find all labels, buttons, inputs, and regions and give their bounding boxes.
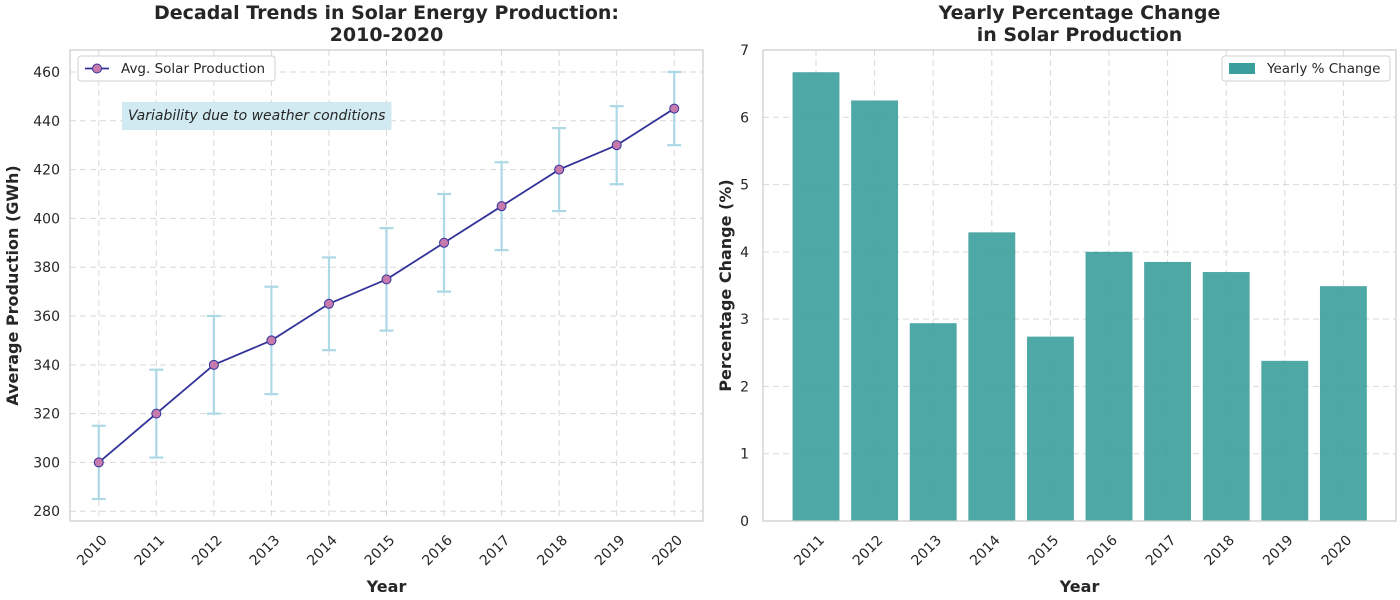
line-chart: Decadal Trends in Solar Energy Productio… [3, 2, 704, 596]
line-chart-legend: Avg. Solar Production [77, 55, 276, 82]
legend-label: Avg. Solar Production [121, 61, 265, 77]
x-tick-label: 2018 [534, 533, 571, 570]
bar [968, 232, 1016, 521]
data-point [496, 201, 507, 212]
y-tick-label: 4 [740, 245, 749, 261]
bar-chart-y-label: Percentage Change (%) [716, 179, 735, 391]
bar [1144, 261, 1192, 521]
y-tick-label: 380 [33, 260, 60, 276]
x-tick-label: 2014 [304, 532, 341, 569]
x-tick-label: 2016 [1084, 532, 1121, 569]
y-tick-label: 6 [740, 110, 749, 126]
x-tick-label: 2017 [477, 533, 514, 570]
title-line: in Solar Production [977, 24, 1183, 46]
legend-marker-swatch [92, 63, 102, 74]
bar [909, 323, 957, 521]
y-tick-label: 7 [740, 43, 749, 59]
x-tick-label: 2020 [1319, 533, 1356, 570]
x-tick-label: 2018 [1202, 533, 1239, 570]
y-tick-label: 300 [33, 455, 60, 471]
data-point [208, 359, 219, 370]
y-tick-label: 320 [33, 407, 60, 423]
x-tick-label: 2020 [650, 533, 687, 570]
bar-chart-legend: Yearly % Change [1221, 55, 1391, 82]
bar [1202, 272, 1250, 521]
bar [1085, 251, 1133, 521]
legend-bar-swatch [1229, 63, 1255, 74]
bar [851, 100, 899, 521]
legend-label: Yearly % Change [1266, 61, 1380, 77]
x-tick-label: 2014 [967, 532, 1004, 569]
x-tick-label: 2016 [419, 532, 456, 569]
title-line: 2010-2020 [330, 24, 444, 46]
data-point [381, 274, 392, 285]
y-tick-label: 1 [740, 447, 749, 463]
bar [1261, 360, 1309, 521]
title-line: Yearly Percentage Change [938, 2, 1221, 24]
y-tick-label: 400 [33, 211, 60, 227]
annotation-box [122, 102, 392, 130]
bar-chart-frame [762, 49, 1397, 522]
y-tick-label: 440 [33, 114, 60, 130]
bar-chart-x-label: Year [1059, 577, 1100, 596]
bar [1026, 336, 1074, 521]
y-tick-label: 3 [740, 312, 749, 328]
x-tick-label: 2015 [1026, 533, 1063, 570]
y-tick-label: 420 [33, 163, 60, 179]
line-chart-points [93, 103, 680, 468]
y-tick-label: 2 [740, 379, 749, 395]
y-tick-label: 5 [740, 178, 749, 194]
data-point [611, 140, 622, 151]
data-point [439, 237, 450, 248]
data-point [93, 457, 104, 468]
y-tick-label: 360 [33, 309, 60, 325]
bar-chart: Yearly Percentage Change in Solar Product… [716, 2, 1397, 596]
legend-box [77, 55, 276, 82]
y-tick-label: 280 [33, 504, 60, 520]
bar-chart-x-ticks: 2011 2012 2013 2014 2015 2016 2017 2018 2019 2020 [791, 532, 1355, 569]
x-tick-label: 2019 [592, 533, 629, 570]
x-tick-label: 2011 [132, 533, 169, 570]
annotation: Variability due to weather conditions [122, 102, 392, 130]
line-chart-title: Decadal Trends in Solar Energy Productio… [154, 2, 619, 46]
data-point [266, 335, 277, 346]
line-chart-y-ticks: 280 300 320 340 360 380 400 420 440 460 [33, 65, 60, 520]
x-tick-label: 2012 [189, 533, 226, 570]
line-chart-x-ticks: 2010 2011 2012 2013 2014 2015 2016 2017 2018 2019… [74, 532, 686, 569]
bar [1319, 286, 1367, 521]
bar-chart-title: Yearly Percentage Change in Solar Product… [938, 2, 1221, 46]
x-tick-label: 2019 [1260, 533, 1297, 570]
data-point [554, 164, 565, 175]
data-point [323, 298, 334, 309]
annotation-text: Variability due to weather conditions [128, 108, 385, 124]
y-tick-label: 0 [740, 514, 749, 530]
title-line: Decadal Trends in Solar Energy Productio… [154, 2, 619, 24]
line-chart-frame [69, 49, 704, 522]
data-point [151, 408, 162, 419]
data-point [669, 103, 680, 114]
x-tick-label: 2015 [362, 533, 399, 570]
x-tick-label: 2013 [247, 533, 284, 570]
legend-box [1221, 55, 1391, 82]
y-tick-label: 340 [33, 358, 60, 374]
x-tick-label: 2010 [74, 533, 111, 570]
x-tick-label: 2013 [909, 533, 946, 570]
y-tick-label: 460 [33, 65, 60, 81]
x-tick-label: 2017 [1143, 533, 1180, 570]
x-tick-label: 2012 [850, 533, 887, 570]
bar [792, 72, 840, 521]
line-chart-y-label: Average Production (GWh) [3, 165, 22, 405]
bar-chart-y-ticks: 0 1 2 3 4 5 6 7 [740, 43, 749, 530]
bar-chart-bars [792, 72, 1367, 521]
line-chart-x-label: Year [366, 577, 407, 596]
x-tick-label: 2011 [791, 533, 828, 570]
